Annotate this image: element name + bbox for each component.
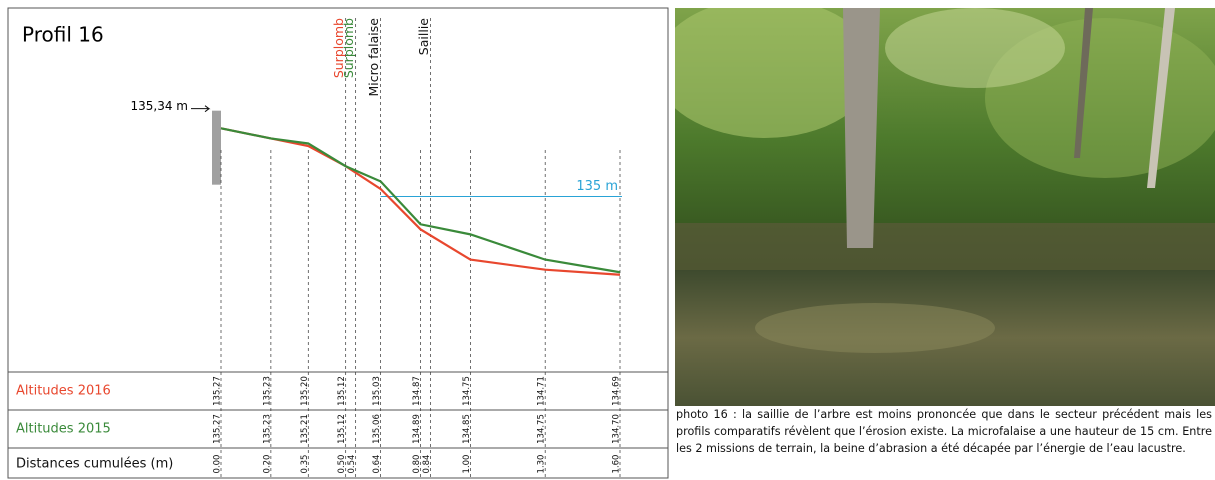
cell-value: 135.23	[262, 414, 272, 444]
level-arrow	[191, 105, 211, 113]
profile-figure: Profil 16 135,34 m 135 m Altitudes 2016 135…	[7, 7, 669, 479]
cell-value: 0.00	[213, 455, 223, 474]
cell-value: 0.80	[412, 455, 422, 474]
foliage	[675, 8, 875, 138]
annotation-label: Surplomb	[331, 18, 346, 78]
cell-value: 135.03	[372, 376, 382, 406]
cell-value: 134.85	[462, 414, 472, 444]
cell-value: 1.00	[462, 455, 472, 474]
cell-value: 135.23	[262, 376, 272, 406]
row-label: Distances cumulées (m)	[16, 457, 173, 472]
cell-value: 0.54	[347, 455, 357, 474]
reflection	[755, 303, 995, 353]
tree-trunk	[1147, 8, 1175, 188]
cell-value: 135.20	[300, 376, 310, 406]
cell-value: 135.12	[337, 376, 347, 406]
bank	[675, 223, 1215, 273]
photo-caption: photo 16 : la saillie de l’arbre est moi…	[676, 408, 1212, 455]
cell-value: 134.69	[612, 376, 622, 406]
level-label: 135,34 m	[131, 99, 189, 113]
cell-value: 135.21	[300, 414, 310, 444]
photo	[675, 8, 1215, 406]
cell-value: 134.70	[612, 414, 622, 444]
cell-value: 1.30	[537, 455, 547, 474]
row-label: Altitudes 2016	[16, 384, 111, 399]
cell-value: 134.75	[537, 414, 547, 444]
reference-post	[212, 110, 221, 185]
cell-value: 134.89	[412, 414, 422, 444]
cell-value: 134.75	[462, 376, 472, 406]
figure-title: Profil 16	[22, 23, 104, 47]
cell-value: 0.20	[262, 455, 272, 474]
cell-value: 134.71	[537, 376, 547, 406]
cell-value: 0.35	[300, 455, 310, 474]
level-label: 135 m	[576, 179, 618, 194]
cell-value: 135.06	[372, 414, 382, 444]
cell-value: 134.87	[412, 376, 422, 406]
tree-trunk	[1074, 8, 1093, 158]
cell-value: 0.84	[422, 455, 432, 474]
frame	[7, 7, 669, 479]
annotation-label: Micro falaise	[366, 18, 381, 97]
profile-line	[220, 127, 621, 274]
cell-value: 0.50	[337, 455, 347, 474]
foliage	[885, 8, 1065, 88]
row-label: Altitudes 2015	[16, 422, 111, 437]
cell-value: 0.64	[372, 455, 382, 474]
cell-value: 1.60	[612, 455, 622, 474]
cell-value: 135.27	[213, 376, 223, 406]
tree-trunk	[843, 8, 880, 248]
annotation-label: Surplomb	[341, 18, 356, 78]
annotation-label: Saillie	[416, 18, 431, 55]
cell-value: 135.27	[213, 414, 223, 444]
cell-value: 135.12	[337, 414, 347, 444]
